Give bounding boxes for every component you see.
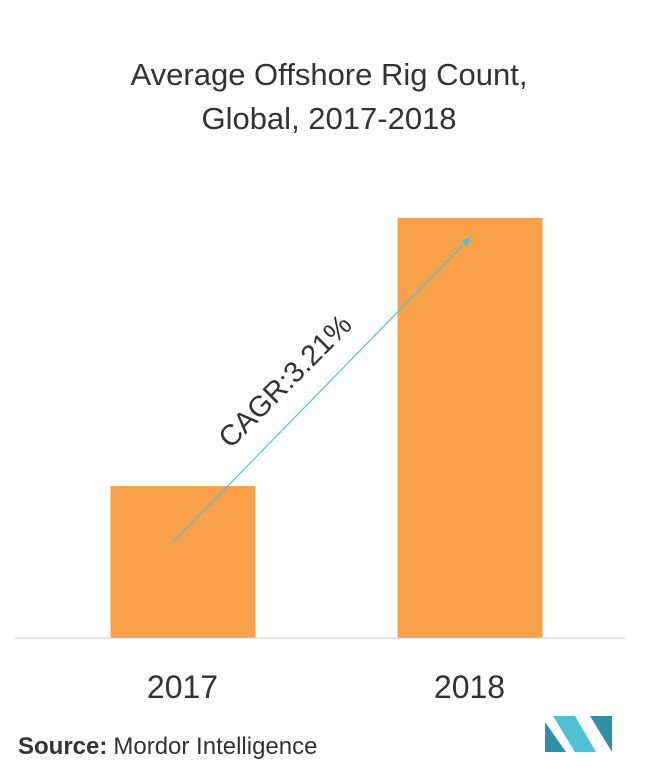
cagr-label: CAGR:3.21%	[213, 309, 359, 455]
plot: 2017 2018	[110, 218, 543, 705]
chart-title: Global, 2017-2018	[201, 101, 456, 136]
x-tick-label: 2017	[147, 669, 218, 705]
source-label: Source:	[18, 733, 107, 760]
bar	[397, 218, 543, 638]
x-tick-label: 2018	[434, 669, 505, 705]
chart-title: Average Offshore Rig Count,	[131, 57, 528, 92]
source: Source: Mordor Intelligence	[18, 733, 317, 760]
logo	[545, 716, 612, 752]
source-text: Mordor Intelligence	[113, 733, 317, 760]
bar	[110, 486, 256, 638]
cagr-arrow	[171, 237, 471, 544]
